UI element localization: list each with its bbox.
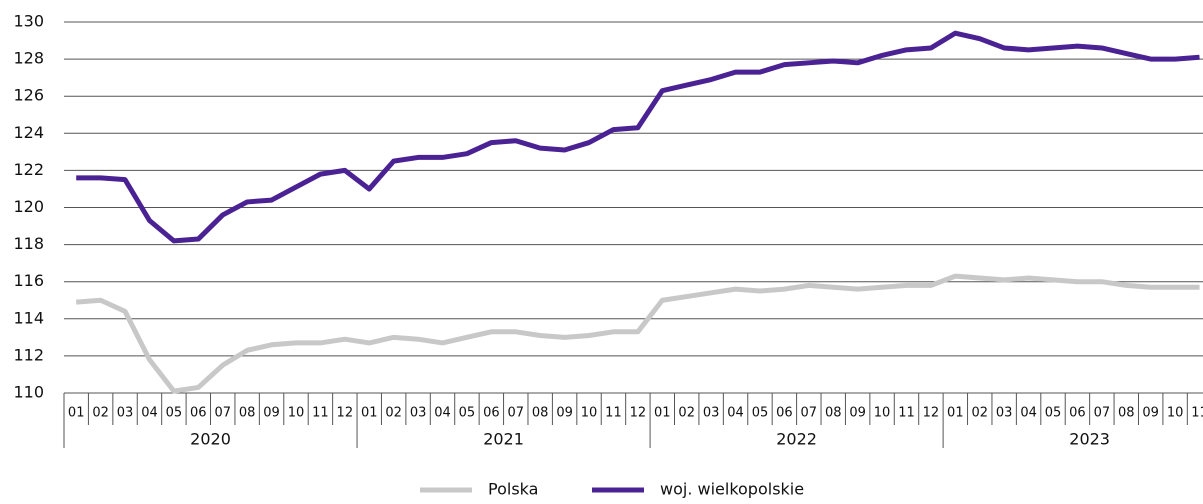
x-tick-label: 02: [92, 406, 109, 421]
y-tick-label: 130: [13, 12, 44, 31]
x-tick-label: 10: [581, 406, 598, 421]
year-label: 2020: [190, 430, 231, 449]
x-tick-label: 08: [239, 406, 256, 421]
x-tick-label: 07: [1094, 406, 1111, 421]
x-tick-label: 12: [923, 406, 940, 421]
y-tick-label: 120: [13, 197, 44, 216]
x-tick-label: 08: [825, 406, 842, 421]
x-tick-label: 06: [776, 406, 793, 421]
x-tick-label: 06: [483, 406, 500, 421]
x-tick-label: 01: [361, 406, 378, 421]
x-tick-label: 01: [68, 406, 85, 421]
x-tick-label: 02: [385, 406, 402, 421]
year-label: 2022: [776, 430, 817, 449]
x-tick-label: 02: [678, 406, 695, 421]
x-tick-label: 04: [1020, 406, 1037, 421]
series-line: [76, 30, 1200, 244]
x-tick-label: 03: [703, 406, 720, 421]
y-tick-label: 116: [13, 271, 44, 290]
x-tick-label: 05: [166, 406, 183, 421]
x-tick-label: 01: [654, 406, 671, 421]
x-tick-label: 11: [312, 406, 329, 421]
y-tick-label: 128: [13, 49, 44, 68]
x-tick-label: 10: [874, 406, 891, 421]
x-tick-label: 12: [337, 406, 354, 421]
x-tick-label: 04: [727, 406, 744, 421]
legend-label: woj. wielkopolskie: [660, 480, 804, 499]
x-tick-label: 03: [996, 406, 1013, 421]
x-tick-label: 05: [752, 406, 769, 421]
x-tick-label: 01: [947, 406, 964, 421]
x-tick-label: 10: [288, 406, 305, 421]
y-tick-label: 114: [13, 308, 44, 327]
x-tick-label: 03: [117, 406, 134, 421]
x-tick-label: 06: [1069, 406, 1086, 421]
x-tick-label: 07: [801, 406, 818, 421]
x-tick-label: 02: [971, 406, 988, 421]
x-tick-label: 04: [141, 406, 158, 421]
y-tick-label: 112: [13, 345, 44, 364]
year-label: 2021: [483, 430, 524, 449]
y-tick-label: 124: [13, 123, 44, 142]
x-tick-label: 08: [1118, 406, 1135, 421]
x-tick-label: 09: [1142, 406, 1159, 421]
year-label: 2023: [1069, 430, 1110, 449]
legend-label: Polska: [488, 480, 538, 499]
y-tick-label: 122: [13, 160, 44, 179]
x-tick-label: 07: [507, 406, 524, 421]
x-tick-label: 12: [630, 406, 647, 421]
x-tick-label: 05: [1045, 406, 1062, 421]
series-line: [76, 273, 1200, 394]
x-tick-label: 09: [556, 406, 573, 421]
y-tick-label: 126: [13, 86, 44, 105]
x-tick-label: 05: [459, 406, 476, 421]
x-tick-label: 11: [1191, 406, 1203, 421]
y-tick-label: 110: [13, 383, 44, 402]
y-tick-label: 118: [13, 234, 44, 253]
x-tick-label: 03: [410, 406, 427, 421]
x-tick-label: 09: [849, 406, 866, 421]
x-tick-label: 10: [1167, 406, 1184, 421]
x-tick-label: 11: [898, 406, 915, 421]
x-tick-label: 08: [532, 406, 549, 421]
x-tick-label: 09: [263, 406, 280, 421]
x-tick-label: 11: [605, 406, 622, 421]
x-tick-label: 04: [434, 406, 451, 421]
x-tick-label: 07: [214, 406, 231, 421]
x-tick-label: 06: [190, 406, 207, 421]
